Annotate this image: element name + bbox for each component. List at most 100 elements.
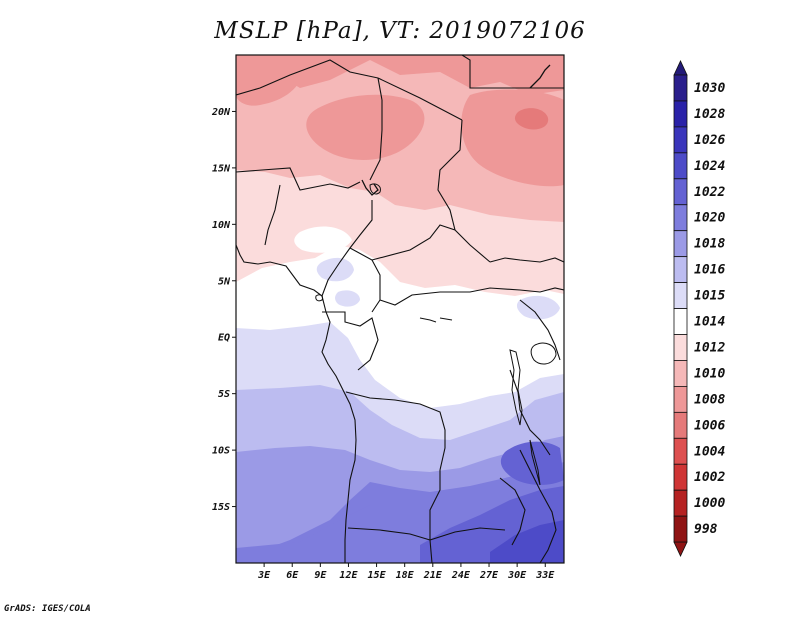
colorbar-label: 1006 xyxy=(694,418,725,433)
lat-tick-label: 5N xyxy=(218,276,231,287)
colorbar-label: 1014 xyxy=(694,315,725,330)
border-tanzania xyxy=(509,369,551,456)
border-uganda-kenya xyxy=(519,299,561,361)
border-mali-niger xyxy=(236,167,361,191)
colorbar-swatch xyxy=(673,282,688,309)
colorbar-label: 1015 xyxy=(694,289,725,304)
lat-tick-label: 20N xyxy=(211,107,231,118)
colorbar-label: 1028 xyxy=(694,107,725,122)
band-1014-pocket xyxy=(294,226,352,253)
lake-congo-b xyxy=(439,317,453,321)
border-namibia xyxy=(347,527,431,541)
band-1006-spot xyxy=(514,108,549,130)
border-mozambique xyxy=(519,449,557,563)
colorbar-swatch xyxy=(673,360,688,387)
colorbar-top-arrow xyxy=(673,60,688,76)
lon-tick-label: 9E xyxy=(314,570,327,581)
lat-tick-label: 15S xyxy=(212,502,230,513)
border-nigeria-niger xyxy=(264,184,281,246)
lat-tick-label: 5S xyxy=(218,389,230,400)
lat-tick-label: EQ xyxy=(218,333,230,344)
border-algeria-niger xyxy=(236,59,379,96)
border-east-africa xyxy=(519,287,564,293)
lon-tick-label: 27E xyxy=(479,570,499,581)
latitude-ticks: 20N 15N 10N 5N EQ 5S 10S 15S xyxy=(211,107,236,513)
island-bioko xyxy=(315,294,323,302)
colorbar-swatch xyxy=(673,230,688,258)
colorbar-swatch xyxy=(673,489,688,517)
colorbar-swatch xyxy=(673,100,688,128)
colorbar-label: 1010 xyxy=(694,366,725,381)
band-1024 xyxy=(490,520,564,563)
border-ethiopia xyxy=(489,257,564,263)
border-zambia-south xyxy=(429,527,506,541)
colorbar-label: 1012 xyxy=(694,341,725,356)
colorbar-swatch xyxy=(673,463,688,491)
colorbar-swatch xyxy=(673,515,688,543)
colorbar-bottom-arrow xyxy=(673,541,688,558)
lake-malawi xyxy=(529,439,541,486)
colorbar: 1030 1028 1026 1024 1022 1020 1018 1016 1015 1014… xyxy=(673,60,725,558)
colorbar-swatch xyxy=(673,126,688,154)
lake-tanganyika xyxy=(509,349,523,426)
colorbar-swatch xyxy=(673,437,688,465)
colorbar-label: 998 xyxy=(694,522,718,537)
border-niger-libya xyxy=(369,77,383,181)
colorbar-label: 1018 xyxy=(694,237,725,252)
border-chad-sudan xyxy=(437,119,463,231)
lat-tick-label: 10N xyxy=(212,220,231,231)
colorbar-swatch xyxy=(673,385,688,413)
map-frame xyxy=(235,54,565,564)
colorbar-swatch xyxy=(673,308,688,335)
border-angola-zambia xyxy=(429,470,441,540)
border-car-sudan xyxy=(371,224,491,263)
lon-tick-label: 30E xyxy=(507,570,527,581)
lat-tick-label: 10S xyxy=(212,446,230,457)
colorbar-swatch xyxy=(673,256,688,283)
colorbar-label: 1022 xyxy=(694,185,725,200)
lat-tick-label: 15N xyxy=(212,163,231,174)
band-1008-nw xyxy=(236,58,303,106)
border-congo-drc xyxy=(379,287,521,306)
map-title: MSLP [hPa], VT: 2019072106 xyxy=(214,18,586,44)
lon-tick-label: 18E xyxy=(396,570,415,581)
lon-tick-label: 6E xyxy=(286,570,299,581)
border-gabon-congo xyxy=(322,311,379,371)
colorbar-label: 1008 xyxy=(694,392,725,407)
border-cameroon-car xyxy=(349,247,381,313)
coastline-west-africa xyxy=(236,244,357,563)
colorbar-swatch xyxy=(673,152,688,180)
colorbar-label: 1004 xyxy=(694,444,725,459)
band-1015-spot-b xyxy=(516,295,560,320)
lon-tick-label: 24E xyxy=(451,570,471,581)
lon-tick-label: 33E xyxy=(535,570,555,581)
border-drc-angola xyxy=(345,391,446,471)
colorbar-label: 1020 xyxy=(694,211,725,226)
border-botswana xyxy=(429,539,433,563)
lon-tick-label: 15E xyxy=(368,570,387,581)
colorbar-label: 1024 xyxy=(694,159,725,174)
colorbar-swatch xyxy=(673,411,688,439)
lon-tick-label: 12E xyxy=(339,570,358,581)
colorbar-label: 1000 xyxy=(694,496,725,511)
lake-congo-a xyxy=(419,317,437,323)
lon-tick-label: 3E xyxy=(257,570,271,581)
colorbar-label: 1002 xyxy=(694,470,725,485)
pressure-field xyxy=(236,55,564,563)
lon-tick-label: 21E xyxy=(423,570,443,581)
band-1015-spot-c xyxy=(335,290,360,307)
red-sea-coast xyxy=(529,64,551,89)
lake-victoria xyxy=(530,342,557,365)
colorbar-swatch xyxy=(673,74,688,102)
colorbar-label: 1016 xyxy=(694,263,725,278)
band-1020-south xyxy=(236,505,370,563)
country-borders xyxy=(236,55,564,563)
border-libya-chad xyxy=(377,77,463,121)
border-egypt-sudan xyxy=(461,55,564,89)
colorbar-label: 1026 xyxy=(694,133,725,148)
colorbar-swatch xyxy=(673,204,688,232)
border-malawi xyxy=(499,477,526,546)
lake-chad xyxy=(369,183,381,195)
credit-label: GrADS: IGES/COLA xyxy=(4,604,91,614)
